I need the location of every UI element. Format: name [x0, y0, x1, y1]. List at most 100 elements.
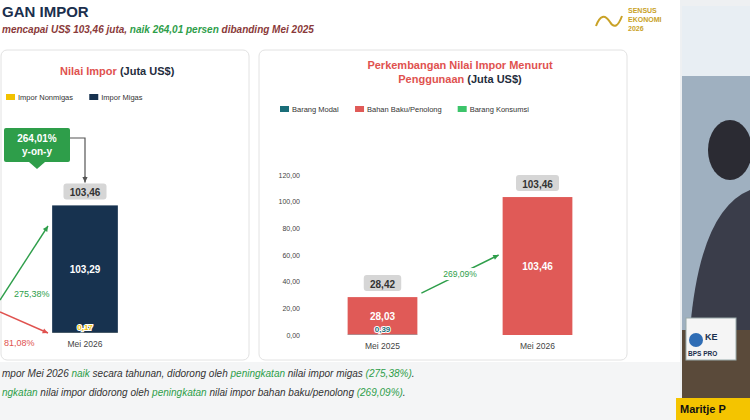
chart-title-part: Perkembangan Nilai Impor Menurut Penggun… — [367, 59, 552, 85]
note-part: (275,38%) — [366, 368, 412, 379]
logo-text: SENSUS — [628, 7, 657, 14]
value-label-small: 0,39 — [375, 325, 391, 334]
change-label: 81,08% — [4, 338, 35, 348]
y-tick-label: 20,00 — [282, 305, 300, 312]
bars — [52, 205, 118, 333]
desk-sign-text: BPS PRO — [688, 350, 717, 357]
presenter-name: Maritje P — [680, 403, 726, 415]
note-part: peningkatan — [152, 387, 207, 398]
chart: Impor Nonmigas Impor Migas 0,17103,29103,4… — [0, 50, 249, 360]
change-label: 275,38% — [14, 289, 50, 299]
panel — [259, 50, 627, 360]
name-bar — [676, 398, 750, 420]
note-part: ngkatan — [2, 387, 38, 398]
growth-box-tip — [29, 162, 45, 169]
change-arrow — [0, 312, 48, 333]
x-tick-label: Mei 2026 — [520, 341, 555, 351]
slide-root: SENSUS EKONOMI 2026 KE BPS PRO Maritje P Impor… — [0, 0, 750, 420]
chart: Barang Modal Bahan Baku/Penolong Barang Ko… — [259, 50, 627, 360]
value-label: 103,46 — [522, 261, 553, 272]
bar — [348, 297, 418, 334]
chart-title: Nilai Impor (Juta US$) — [60, 64, 245, 78]
note-part: secara tahunan, didorong oleh — [90, 368, 231, 379]
y-tick-label: 120,00 — [279, 172, 301, 179]
change-arrow-head — [43, 226, 48, 232]
logo: SENSUS EKONOMI 2026 — [596, 7, 662, 32]
label-patch — [441, 268, 479, 280]
total-label: 103,46 — [522, 179, 553, 190]
legend-label: Impor Nonmigas — [18, 93, 73, 102]
desk-sign-text: KE — [705, 332, 718, 342]
note: ngkatan nilai impor didorong oleh pening… — [2, 387, 406, 398]
panel — [1, 50, 249, 360]
total-label: 103,46 — [70, 187, 101, 198]
desk-sign-logo — [689, 333, 703, 347]
legend-swatch — [89, 94, 98, 100]
chart-title-part: Nilai Impor — [60, 65, 120, 77]
total-box — [63, 183, 106, 199]
bar — [503, 197, 573, 198]
legend-label: Impor Migas — [101, 93, 143, 102]
growth-label: 269,09% — [443, 269, 477, 279]
note-part: nilai impor didorong oleh — [38, 387, 153, 398]
video-bg — [682, 6, 750, 420]
slide-title: GAN IMPOR — [2, 3, 89, 20]
logo-text: 2026 — [628, 25, 644, 32]
chart-title-part: (Juta US$) — [467, 73, 521, 85]
bar — [348, 297, 418, 298]
slide-bg — [0, 0, 680, 420]
y-tick-label: 0,00 — [286, 332, 300, 339]
x-tick-label: Mei 2026 — [68, 339, 103, 349]
growth-leader — [70, 138, 85, 177]
subtitle-part: mencapai US$ 103,46 juta, — [2, 24, 130, 35]
legend-swatch — [280, 106, 289, 112]
legend-label: Barang Konsumsi — [470, 105, 530, 114]
chart-title-part: (Juta US$) — [120, 65, 174, 77]
value-label: 28,03 — [370, 311, 395, 322]
total-label: 28,42 — [370, 279, 395, 290]
y-tick-label: 80,00 — [282, 225, 300, 232]
note-part: . — [412, 368, 415, 379]
note-part: . — [403, 387, 406, 398]
y-tick-label: 40,00 — [282, 278, 300, 285]
note-part: peningkatan — [231, 368, 286, 379]
logo-text: EKONOMI — [628, 16, 662, 23]
presenter-video: KE BPS PRO Maritje P — [676, 6, 750, 420]
annotations: 264,01% y-on-y 275,38% 81,08% — [0, 128, 88, 348]
notes-bg — [0, 362, 680, 420]
desk — [682, 330, 750, 398]
legend-label: Bahan Baku/Penolong — [367, 105, 442, 114]
subtitle-part: dibanding Mei 2025 — [219, 24, 314, 35]
y-tick-label: 100,00 — [279, 198, 301, 205]
presenter-body — [690, 190, 750, 330]
legend-swatch — [6, 94, 15, 100]
legend-swatch — [458, 106, 467, 112]
growth-label: 264,01% — [17, 133, 57, 144]
legend-swatch — [355, 106, 364, 112]
labels: 0,39 28,03 28,42 103,46 103,46 — [364, 175, 559, 334]
note-part: (269,09%) — [357, 387, 403, 398]
presenter-head — [708, 120, 750, 180]
value-label-small: 0,17 — [77, 323, 93, 332]
y-tick-label: 60,00 — [282, 252, 300, 259]
growth-sub: y-on-y — [22, 146, 52, 157]
bar — [503, 197, 573, 335]
legend-label: Barang Modal — [292, 105, 339, 114]
note: mpor Mei 2026 naik secara tahunan, didor… — [2, 368, 415, 379]
video-wall — [682, 6, 750, 76]
total-box — [516, 175, 559, 191]
bar — [52, 205, 118, 332]
note-part: nilai impor migas — [285, 368, 366, 379]
change-arrow-head — [42, 328, 48, 333]
logo-mark — [596, 16, 622, 26]
note-part: mpor Mei 2026 — [2, 368, 71, 379]
bars — [348, 197, 573, 335]
labels: 0,17103,29103,46 — [63, 183, 106, 332]
subtitle-part: naik 264,01 persen — [130, 24, 219, 35]
chart-title: Perkembangan Nilai Impor Menurut Penggun… — [345, 58, 575, 86]
note-part: naik — [71, 368, 89, 379]
x-tick-label: Mei 2025 — [365, 341, 400, 351]
growth-box — [4, 128, 70, 162]
growth-arrow-head — [493, 255, 499, 260]
growth-arrow — [421, 255, 498, 293]
